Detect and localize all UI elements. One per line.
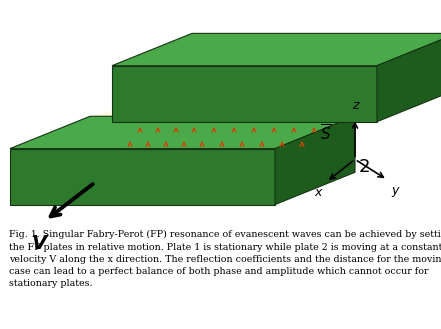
- Text: $\overline{S}$: $\overline{S}$: [320, 124, 332, 144]
- Text: 2: 2: [359, 158, 370, 176]
- Polygon shape: [112, 66, 377, 122]
- Text: Fig. 1. Singular Fabry-Perot (FP) resonance of evanescent waves can be achieved : Fig. 1. Singular Fabry-Perot (FP) resona…: [9, 230, 441, 288]
- Text: $\boldsymbol{V}$: $\boldsymbol{V}$: [31, 234, 49, 253]
- Polygon shape: [77, 98, 390, 140]
- Polygon shape: [275, 116, 355, 205]
- Polygon shape: [112, 33, 441, 66]
- Text: z: z: [352, 99, 358, 112]
- Polygon shape: [10, 116, 355, 149]
- Polygon shape: [377, 33, 441, 122]
- Text: x: x: [314, 186, 321, 199]
- Text: y: y: [391, 184, 399, 197]
- Polygon shape: [10, 149, 275, 205]
- Polygon shape: [10, 89, 441, 149]
